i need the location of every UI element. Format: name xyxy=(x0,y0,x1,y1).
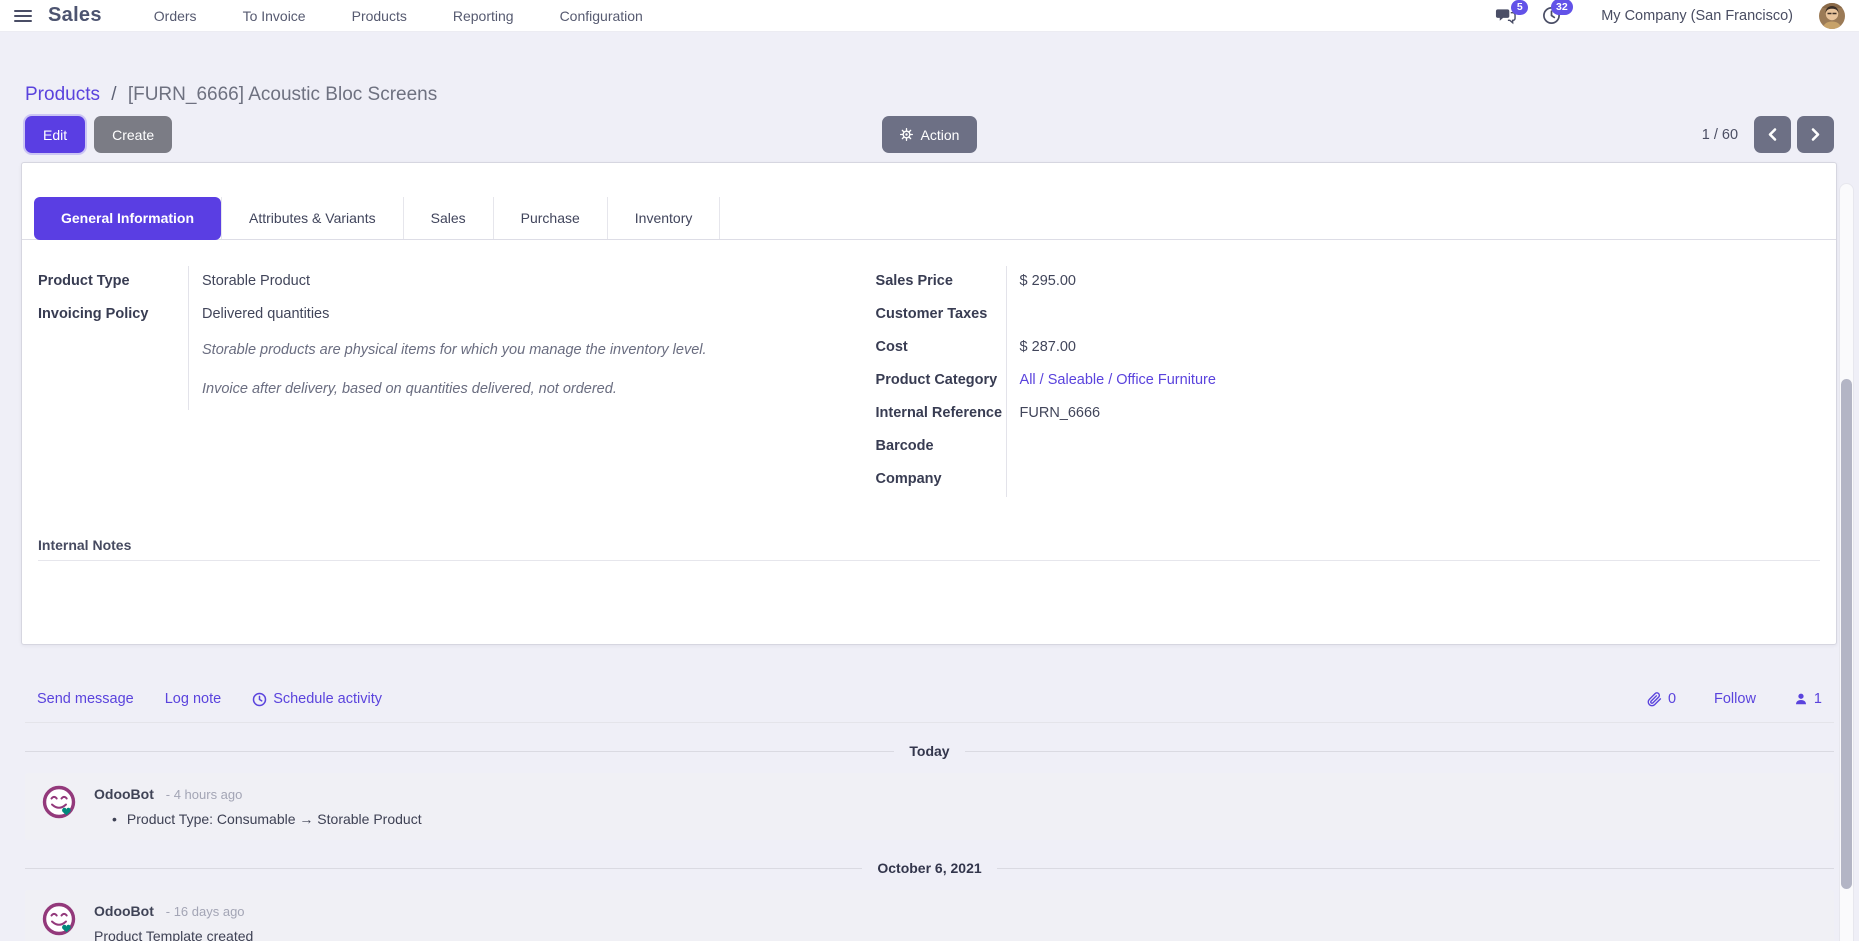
tab-sales[interactable]: Sales xyxy=(402,197,493,239)
message-body: • Product Type: Consumable → Storable Pr… xyxy=(112,811,422,827)
scrollbar-thumb[interactable] xyxy=(1841,379,1852,889)
edit-button[interactable]: Edit xyxy=(25,116,86,153)
message-author[interactable]: OdooBot xyxy=(94,786,154,802)
attachments-button[interactable]: 0 xyxy=(1647,691,1676,707)
company-value xyxy=(1005,464,1490,497)
internal-reference-label: Internal Reference xyxy=(875,405,1003,421)
customer-taxes-label: Customer Taxes xyxy=(875,306,988,322)
product-category-label: Product Category xyxy=(875,372,998,388)
paperclip-icon xyxy=(1647,691,1662,706)
menu-item-to-invoice[interactable]: To Invoice xyxy=(242,7,306,24)
breadcrumb: Products / [FURN_6666] Acoustic Bloc Scr… xyxy=(25,32,1834,106)
company-switcher[interactable]: My Company (San Francisco) xyxy=(1601,7,1793,24)
storable-help-text: Storable products are physical items for… xyxy=(188,332,806,371)
pager-previous-button[interactable] xyxy=(1754,116,1792,153)
chevron-left-icon xyxy=(1768,128,1777,141)
followers-button[interactable]: 1 xyxy=(1794,691,1822,707)
menu-item-products[interactable]: Products xyxy=(351,7,407,24)
menu-item-reporting[interactable]: Reporting xyxy=(452,7,514,24)
product-category-link[interactable]: All / Saleable / Office Furniture xyxy=(1019,372,1216,388)
message-timestamp: - 4 hours ago xyxy=(165,787,243,802)
breadcrumb-products-link[interactable]: Products xyxy=(25,84,100,105)
person-icon xyxy=(1795,693,1806,705)
page-title: [FURN_6666] Acoustic Bloc Screens xyxy=(127,84,438,105)
message-body: Product Template created xyxy=(94,928,254,941)
follow-button[interactable]: Follow xyxy=(1714,691,1756,707)
menu-item-orders[interactable]: Orders xyxy=(153,7,197,24)
schedule-activity-button[interactable]: Schedule activity xyxy=(252,691,382,707)
messages-menu[interactable]: 5 xyxy=(1495,0,1529,25)
attachments-count: 0 xyxy=(1667,691,1677,707)
clock-circle-icon xyxy=(252,692,267,706)
message-timestamp: - 16 days ago xyxy=(165,904,245,919)
tab-inventory[interactable]: Inventory xyxy=(606,197,721,239)
log-note-button[interactable]: Log note xyxy=(164,691,222,707)
action-button[interactable]: Action xyxy=(881,116,978,153)
pager-value: 1 / 60 xyxy=(1701,126,1739,143)
chevron-right-icon xyxy=(1811,128,1820,141)
app-title[interactable]: Sales xyxy=(48,4,102,26)
messages-count-badge: 5 xyxy=(1511,0,1529,16)
invoicing-help-text: Invoice after delivery, based on quantit… xyxy=(188,371,806,410)
invoicing-policy-value: Delivered quantities xyxy=(188,299,806,332)
internal-notes-divider xyxy=(38,560,1820,561)
barcode-value xyxy=(1005,431,1490,464)
tab-general-information[interactable]: General Information xyxy=(34,197,222,240)
message-card: OdooBot - 4 hours ago • Product Type: Co… xyxy=(25,773,1834,840)
product-form-sheet: General Information Attributes & Variant… xyxy=(21,162,1837,645)
sales-price-value: $ 295.00 xyxy=(1005,266,1490,299)
internal-notes-label: Internal Notes xyxy=(38,537,132,553)
invoicing-policy-label: Invoicing Policy xyxy=(38,306,149,322)
cost-label: Cost xyxy=(875,339,908,355)
activities-count-badge: 32 xyxy=(1550,0,1574,15)
date-divider-october: October 6, 2021 xyxy=(25,860,1834,876)
notebook-tabs: General Information Attributes & Variant… xyxy=(22,197,1836,240)
date-divider-today: Today xyxy=(25,743,1835,759)
breadcrumb-separator: / xyxy=(111,84,117,105)
message-author[interactable]: OdooBot xyxy=(94,903,154,919)
message-card: OdooBot - 16 days ago Product Template c… xyxy=(25,890,1834,941)
pager-next-button[interactable] xyxy=(1797,116,1835,153)
barcode-label: Barcode xyxy=(875,438,934,454)
menu-item-configuration[interactable]: Configuration xyxy=(559,7,643,24)
followers-count: 1 xyxy=(1813,691,1822,707)
create-button[interactable]: Create xyxy=(94,116,173,153)
cost-value: $ 287.00 xyxy=(1005,332,1490,365)
company-label: Company xyxy=(875,471,942,487)
tab-attributes-variants[interactable]: Attributes & Variants xyxy=(221,197,403,239)
top-navbar: Sales Orders To Invoice Products Reporti… xyxy=(0,0,1859,32)
gear-icon xyxy=(899,128,913,141)
sales-price-label: Sales Price xyxy=(875,273,953,289)
vertical-scrollbar[interactable] xyxy=(1839,183,1854,941)
apps-menu-icon[interactable] xyxy=(14,9,32,22)
odoobot-avatar xyxy=(41,784,78,821)
product-type-value: Storable Product xyxy=(188,266,806,299)
send-message-button[interactable]: Send message xyxy=(37,691,134,707)
activities-menu[interactable]: 32 xyxy=(1542,0,1574,25)
main-content: Products / [FURN_6666] Acoustic Bloc Scr… xyxy=(0,32,1859,941)
product-type-label: Product Type xyxy=(38,273,130,289)
tab-purchase[interactable]: Purchase xyxy=(492,197,607,239)
chatter: Send message Log note Schedule activity … xyxy=(0,691,1859,941)
user-avatar[interactable] xyxy=(1819,2,1845,29)
internal-reference-value: FURN_6666 xyxy=(1005,398,1490,431)
customer-taxes-value xyxy=(1005,299,1490,332)
odoobot-avatar xyxy=(41,901,78,938)
main-menu: Orders To Invoice Products Reporting Con… xyxy=(154,8,643,24)
